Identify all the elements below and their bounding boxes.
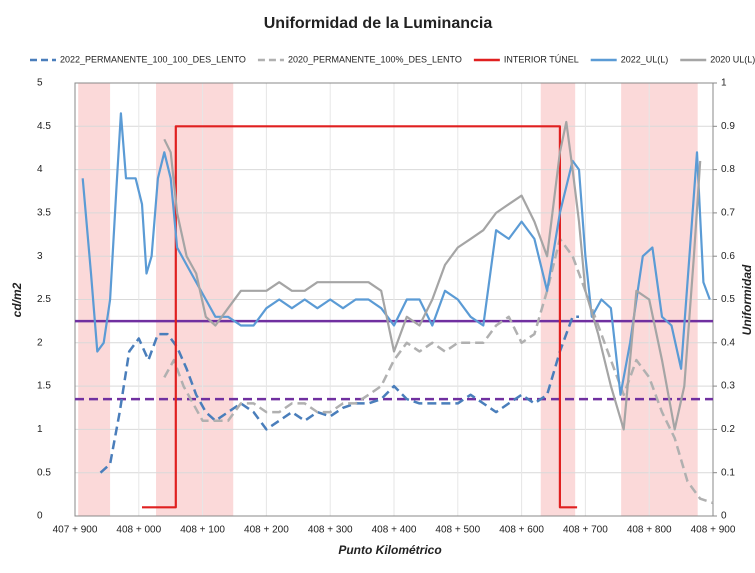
y-tick-label: 2.5 [37, 294, 51, 305]
y2-tick-label: 0.2 [721, 424, 735, 435]
y2-tick-label: 0.3 [721, 381, 735, 392]
y2-tick-label: 0.6 [721, 251, 735, 262]
series-line [163, 120, 702, 431]
y-tick-label: 3 [37, 251, 43, 262]
series-line [142, 125, 578, 509]
x-tick-label: 407 + 900 [53, 525, 98, 536]
y-tick-label: 1.5 [37, 381, 51, 392]
y-tick-label: 1 [37, 424, 43, 435]
legend-label: 2022_PERMANENTE_100_100_DES_LENTO [60, 54, 246, 64]
y2-axis-label: Uniformidad [740, 264, 754, 335]
y2-tick-label: 0.5 [721, 294, 735, 305]
y-tick-label: 0.5 [37, 467, 51, 478]
y2-tick-label: 0.7 [721, 208, 735, 219]
y-axis-label: cd/m2 [10, 282, 24, 317]
x-tick-label: 408 + 400 [372, 525, 417, 536]
x-tick-label: 408 + 500 [435, 525, 480, 536]
x-tick-label: 408 + 000 [116, 525, 161, 536]
y-tick-label: 2 [37, 337, 43, 348]
y-tick-label: 4.5 [37, 121, 51, 132]
legend-label: INTERIOR TÚNEL [504, 54, 579, 64]
plot-frame [74, 82, 714, 517]
legend-label: 2020_PERMANENTE_100%_DES_LENTO [288, 54, 462, 64]
y2-tick-label: 0.8 [721, 164, 735, 175]
y2-tick-label: 0.4 [721, 337, 735, 348]
y-tick-label: 0 [37, 511, 43, 522]
x-tick-label: 408 + 700 [563, 525, 608, 536]
y-tick-label: 3.5 [37, 208, 51, 219]
x-tick-label: 408 + 900 [691, 525, 736, 536]
x-tick-label: 408 + 800 [627, 525, 672, 536]
y-tick-label: 4 [37, 164, 43, 175]
y2-tick-label: 0 [721, 511, 727, 522]
y-tick-label: 5 [37, 78, 43, 89]
legend-label: 2022_UL(L) [621, 54, 669, 64]
chart-title: Uniformidad de la Luminancia [264, 15, 493, 32]
y2-tick-label: 1 [721, 78, 727, 89]
x-tick-label: 408 + 300 [308, 525, 353, 536]
y2-tick-label: 0.9 [721, 121, 735, 132]
series-line [81, 112, 711, 396]
x-tick-label: 408 + 200 [244, 525, 289, 536]
legend-label: 2020 UL(L) [710, 54, 755, 64]
y2-tick-label: 0.1 [721, 467, 735, 478]
x-tick-label: 408 + 100 [180, 525, 225, 536]
x-axis-label: Punto Kilométrico [338, 543, 441, 557]
x-tick-label: 408 + 600 [499, 525, 544, 536]
series-line [99, 315, 579, 474]
